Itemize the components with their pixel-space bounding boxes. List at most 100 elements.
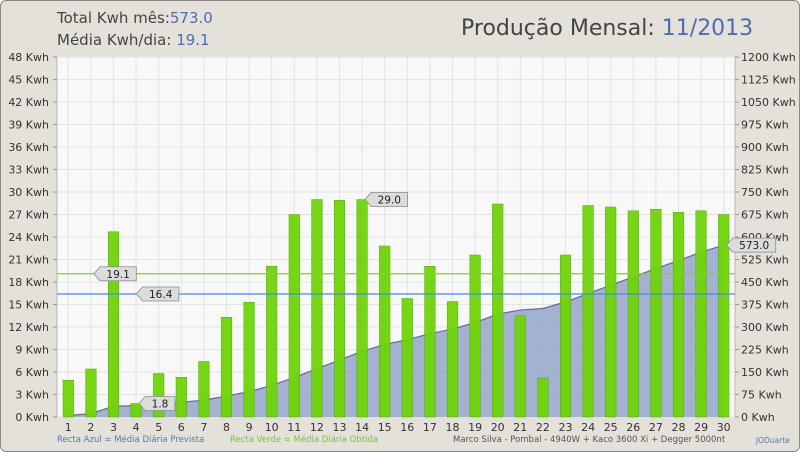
x-tick-label: 9 [246, 421, 253, 434]
x-tick-label: 5 [155, 421, 162, 434]
y-tick-right: 975 Kwh [741, 119, 789, 132]
x-tick-label: 24 [581, 421, 595, 434]
average-value: 19.1 [176, 31, 210, 49]
y-tick-right: 675 Kwh [741, 209, 789, 222]
daily-bar [605, 206, 617, 418]
x-tick-label: 1 [65, 421, 72, 434]
footer-green-note: Recta Verde = Média Diária Obtida [230, 435, 379, 445]
daily-bar [559, 254, 572, 418]
daily-bar [718, 214, 730, 418]
daily-bar [198, 361, 210, 418]
value-callout: 1.8 [138, 396, 176, 411]
y-tick-right: 900 Kwh [741, 141, 789, 154]
x-tick-label: 25 [604, 421, 618, 434]
y-tick-left: 42 Kwh [8, 96, 49, 109]
daily-bar [153, 373, 165, 418]
y-tick-left: 24 Kwh [8, 231, 49, 244]
y-tick-right: 750 Kwh [741, 186, 789, 199]
daily-bar [288, 214, 300, 418]
callout-box [364, 192, 408, 207]
x-tick-label: 22 [536, 421, 550, 434]
title-label: Produção Mensal: [461, 16, 655, 41]
daily-bar [379, 245, 391, 418]
daily-bar [220, 317, 233, 418]
y-tick-left: 6 Kwh [15, 366, 49, 379]
y-tick-right: 1200 Kwh [741, 51, 796, 64]
x-tick-label: 8 [223, 421, 230, 434]
daily-bar [469, 254, 481, 418]
daily-bar [356, 199, 368, 418]
y-tick-left: 12 Kwh [8, 321, 49, 334]
y-tick-left: 48 Kwh [8, 51, 49, 64]
daily-bar [401, 298, 413, 418]
daily-bar [130, 403, 142, 418]
total-value: 573.0 [169, 9, 213, 27]
x-tick-label: 4 [133, 421, 140, 434]
y-tick-left: 45 Kwh [8, 74, 49, 87]
y-tick-left: 39 Kwh [8, 119, 49, 132]
daily-bar [266, 266, 278, 418]
y-tick-left: 33 Kwh [8, 164, 49, 177]
callout-text: 29.0 [378, 195, 401, 207]
x-tick-label: 30 [717, 421, 731, 434]
x-tick-label: 6 [178, 421, 185, 434]
footer-blue-note: Recta Azul = Média Diária Prevista [57, 435, 205, 445]
x-tick-label: 26 [626, 421, 640, 434]
x-tick-label: 2 [87, 421, 94, 434]
y-tick-right: 1125 Kwh [741, 74, 796, 87]
average-kwh-day: Média Kwh/dia: 19.1 [57, 31, 210, 49]
daily-bar [175, 377, 187, 418]
daily-bar [62, 380, 74, 418]
chart-title: Produção Mensal: 11/2013 [461, 16, 753, 41]
daily-bar [582, 205, 594, 418]
footer-system-info: Marco Silva - Pombal - 4940W + Kaco 3600… [453, 435, 726, 445]
callout-text: 1.8 [152, 399, 169, 411]
x-tick-label: 21 [513, 421, 527, 434]
x-tick-label: 10 [265, 421, 279, 434]
value-callout: 573.0 [726, 237, 777, 253]
y-tick-left: 27 Kwh [8, 209, 49, 222]
x-tick-label: 27 [649, 421, 663, 434]
callout-text: 19.1 [106, 269, 129, 281]
value-callout: 29.0 [364, 192, 408, 207]
footer-author: JODuarte [756, 436, 790, 445]
y-tick-left: 18 Kwh [8, 276, 49, 289]
daily-bar [424, 266, 436, 418]
x-tick-label: 11 [287, 421, 301, 434]
callout-box [726, 237, 777, 253]
daily-bar [537, 377, 549, 418]
y-tick-left: 21 Kwh [8, 254, 49, 267]
daily-bar [695, 210, 707, 418]
x-tick-label: 13 [333, 421, 347, 434]
daily-bar [650, 209, 662, 418]
x-tick-label: 7 [200, 421, 207, 434]
y-tick-left: 9 Kwh [15, 344, 49, 357]
y-tick-right: 0 Kwh [741, 411, 775, 424]
y-tick-right: 1050 Kwh [741, 96, 796, 109]
daily-bar [85, 368, 97, 418]
y-tick-right: 525 Kwh [741, 254, 789, 267]
x-tick-label: 15 [378, 421, 392, 434]
total-kwh-month: Total Kwh mês:573.0 [57, 9, 213, 27]
y-tick-right: 375 Kwh [741, 299, 789, 312]
y-tick-right: 150 Kwh [741, 366, 789, 379]
x-tick-label: 20 [491, 421, 505, 434]
daily-bar [311, 199, 323, 418]
x-tick-label: 19 [468, 421, 482, 434]
daily-bar [492, 203, 504, 418]
daily-bar [446, 301, 459, 418]
daily-bar [243, 302, 255, 418]
total-label: Total Kwh mês: [57, 9, 170, 27]
y-tick-right: 75 Kwh [741, 389, 782, 402]
y-tick-right: 825 Kwh [741, 164, 789, 177]
y-tick-left: 15 Kwh [8, 299, 49, 312]
daily-bar [672, 212, 685, 418]
y-tick-right: 225 Kwh [741, 344, 789, 357]
daily-bar [514, 315, 526, 418]
daily-bar [107, 231, 120, 418]
x-tick-label: 28 [672, 421, 686, 434]
y-tick-left: 36 Kwh [8, 141, 49, 154]
x-tick-label: 16 [400, 421, 414, 434]
callout-box [135, 286, 180, 302]
y-tick-left: 30 Kwh [8, 186, 49, 199]
